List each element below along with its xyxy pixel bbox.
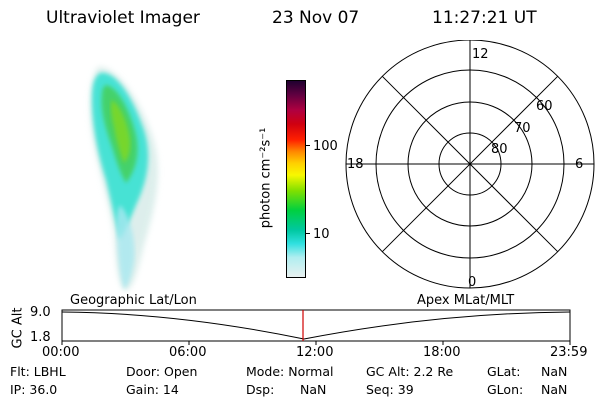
aurora-tail bbox=[116, 205, 135, 289]
colorbar-tick bbox=[305, 145, 310, 146]
colorbar-tick-label-100: 100 bbox=[313, 139, 338, 154]
date-label: 23 Nov 07 bbox=[272, 8, 360, 28]
timeline-left-caption: Geographic Lat/Lon bbox=[70, 293, 197, 308]
filter-info: Flt: LBHL bbox=[10, 364, 66, 379]
colorbar bbox=[286, 80, 306, 278]
polar-label-80: 80 bbox=[491, 142, 508, 157]
door-info: Door: Open bbox=[126, 364, 198, 379]
polar-label-18: 18 bbox=[347, 157, 364, 172]
colorbar-tick bbox=[305, 233, 310, 234]
xtick-label-1200: 12:00 bbox=[296, 345, 334, 360]
polar-label-70: 70 bbox=[514, 121, 531, 136]
xtick-label-2359: 23:59 bbox=[550, 345, 588, 360]
aurora-bright bbox=[110, 100, 131, 163]
polar-label-60: 60 bbox=[536, 99, 553, 114]
xtick-label-0600: 06:00 bbox=[169, 345, 207, 360]
gc-alt-info: GC Alt: 2.2 Re bbox=[366, 364, 454, 379]
colorbar-tick-label-10: 10 bbox=[313, 227, 330, 242]
timeline-ytick-top: 9.0 bbox=[30, 305, 51, 320]
mlt-line-diag-b bbox=[381, 75, 559, 253]
timeline-ylabel: GC Alt bbox=[10, 307, 26, 349]
instrument-title: Ultraviolet Imager bbox=[46, 8, 200, 28]
glon-value: NaN bbox=[541, 382, 568, 397]
glat-value: NaN bbox=[541, 364, 568, 379]
xtick-label-1800: 18:00 bbox=[423, 345, 461, 360]
dsp-label: Dsp: bbox=[246, 382, 275, 397]
polar-label-12: 12 bbox=[472, 47, 489, 62]
polar-label-0: 0 bbox=[468, 275, 476, 290]
xtick-label-0000: 00:00 bbox=[42, 345, 80, 360]
seq-info: Seq: 39 bbox=[366, 382, 414, 397]
colorbar-label: photon cm⁻²s⁻¹ bbox=[258, 127, 274, 229]
timeline-right-caption: Apex MLat/MLT bbox=[417, 293, 515, 308]
ip-info: IP: 36.0 bbox=[10, 382, 58, 397]
altitude-curve bbox=[61, 311, 571, 340]
dsp-value: NaN bbox=[300, 382, 327, 397]
gain-info: Gain: 14 bbox=[126, 382, 179, 397]
time-label: 11:27:21 UT bbox=[432, 8, 537, 28]
polar-label-6: 6 bbox=[575, 157, 583, 172]
glat-label: GLat: bbox=[487, 364, 521, 379]
timeline-plot bbox=[61, 309, 571, 345]
uv-image bbox=[89, 66, 158, 291]
polar-plot: 12 60 70 80 18 6 0 bbox=[345, 40, 595, 290]
timeline-ytick-bottom: 1.8 bbox=[30, 330, 51, 345]
glon-label: GLon: bbox=[487, 382, 524, 397]
mode-info: Mode: Normal bbox=[246, 364, 334, 379]
